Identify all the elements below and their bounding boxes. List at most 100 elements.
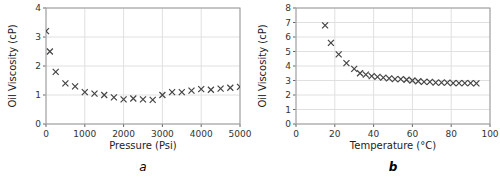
point bbox=[82, 89, 88, 95]
point bbox=[62, 80, 68, 86]
tick-label: 100 bbox=[481, 129, 498, 139]
point bbox=[237, 84, 240, 90]
point bbox=[159, 92, 165, 98]
point bbox=[357, 70, 363, 76]
tick-label: 60 bbox=[407, 129, 419, 139]
tick-label: 1 bbox=[35, 90, 41, 100]
tick-label: 1000 bbox=[73, 129, 96, 139]
point bbox=[46, 28, 49, 34]
point bbox=[140, 96, 146, 102]
point bbox=[468, 80, 474, 86]
point bbox=[351, 66, 357, 72]
point bbox=[409, 78, 415, 84]
tick-label: 20 bbox=[329, 129, 341, 139]
point bbox=[392, 76, 398, 82]
point bbox=[363, 72, 369, 78]
sublabel: a bbox=[139, 160, 146, 174]
grid-line bbox=[296, 109, 490, 110]
grid-line bbox=[412, 8, 413, 124]
y-axis-label: Oil Viscosity (cP) bbox=[257, 24, 268, 107]
plot-area bbox=[296, 8, 490, 124]
point bbox=[198, 86, 204, 92]
grid-line bbox=[123, 8, 124, 124]
point bbox=[322, 22, 328, 28]
point bbox=[218, 86, 224, 92]
y-axis-label: Oil Viscosity (cP) bbox=[7, 24, 18, 107]
point bbox=[343, 60, 349, 66]
points bbox=[46, 28, 240, 103]
plot-frame bbox=[296, 8, 490, 124]
grid-line bbox=[296, 66, 490, 67]
plot-frame bbox=[46, 8, 240, 124]
tick-label: 6 bbox=[285, 32, 291, 42]
point bbox=[208, 87, 214, 93]
grid-line bbox=[162, 8, 163, 124]
point bbox=[328, 40, 334, 46]
point bbox=[227, 85, 233, 91]
point bbox=[53, 69, 59, 75]
point bbox=[121, 96, 127, 102]
point bbox=[404, 77, 410, 83]
point bbox=[369, 73, 375, 79]
point bbox=[179, 89, 185, 95]
point bbox=[444, 80, 450, 86]
tick-label: 80 bbox=[445, 129, 457, 139]
tick-label: 5 bbox=[285, 47, 291, 57]
point bbox=[72, 83, 78, 89]
tick-label: 3 bbox=[35, 32, 41, 42]
sublabel: b bbox=[389, 160, 398, 174]
plot-area bbox=[46, 8, 240, 124]
point bbox=[473, 80, 479, 86]
tick-label: 4 bbox=[35, 3, 41, 13]
grid-line bbox=[46, 95, 240, 96]
tick-label: 3000 bbox=[151, 129, 174, 139]
tick-label: 4000 bbox=[190, 129, 213, 139]
figure: 01234010002000300040005000Pressure (Psi)… bbox=[0, 0, 500, 177]
tick-label: 7 bbox=[285, 18, 291, 28]
point bbox=[130, 95, 136, 101]
tick-label: 0 bbox=[293, 129, 299, 139]
grid-line bbox=[296, 37, 490, 38]
subplot: 012345678020406080100Temperature (°C)Oil… bbox=[257, 3, 499, 174]
point bbox=[427, 79, 433, 85]
point bbox=[111, 94, 117, 100]
x-axis-label: Pressure (Psi) bbox=[109, 140, 177, 151]
point bbox=[150, 97, 156, 103]
point bbox=[101, 92, 107, 98]
tick-label: 3 bbox=[285, 76, 291, 86]
tick-label: 0 bbox=[285, 119, 291, 129]
tick-label: 2 bbox=[35, 61, 41, 71]
grid-line bbox=[296, 22, 490, 23]
point bbox=[456, 80, 462, 86]
tick-label: 2 bbox=[285, 90, 291, 100]
grid-line bbox=[46, 66, 240, 67]
point bbox=[462, 80, 468, 86]
point bbox=[92, 91, 98, 97]
point bbox=[415, 78, 421, 84]
grid-line bbox=[46, 37, 240, 38]
grid-line bbox=[334, 8, 335, 124]
grid-line bbox=[201, 8, 202, 124]
point bbox=[386, 75, 392, 81]
point bbox=[433, 80, 439, 86]
grid-line bbox=[296, 51, 490, 52]
tick-label: 2000 bbox=[112, 129, 135, 139]
tick-label: 0 bbox=[35, 119, 41, 129]
point bbox=[439, 80, 445, 86]
grid-line bbox=[373, 8, 374, 124]
tick-label: 0 bbox=[43, 129, 49, 139]
tick-label: 4 bbox=[285, 61, 291, 71]
point bbox=[189, 88, 195, 94]
point bbox=[47, 49, 53, 55]
tick-label: 8 bbox=[285, 3, 291, 13]
grid-line bbox=[296, 95, 490, 96]
point bbox=[421, 79, 427, 85]
tick-label: 5000 bbox=[229, 129, 252, 139]
subplot: 0 1 2 3 4 0 1000 2000 3000 4000 5000 Pressure (Psi)… bbox=[7, 3, 252, 174]
tick-label: 40 bbox=[368, 129, 380, 139]
point bbox=[374, 74, 380, 80]
point bbox=[398, 76, 404, 82]
tick-label: 1 bbox=[285, 105, 291, 115]
point bbox=[450, 80, 456, 86]
point bbox=[380, 75, 386, 81]
